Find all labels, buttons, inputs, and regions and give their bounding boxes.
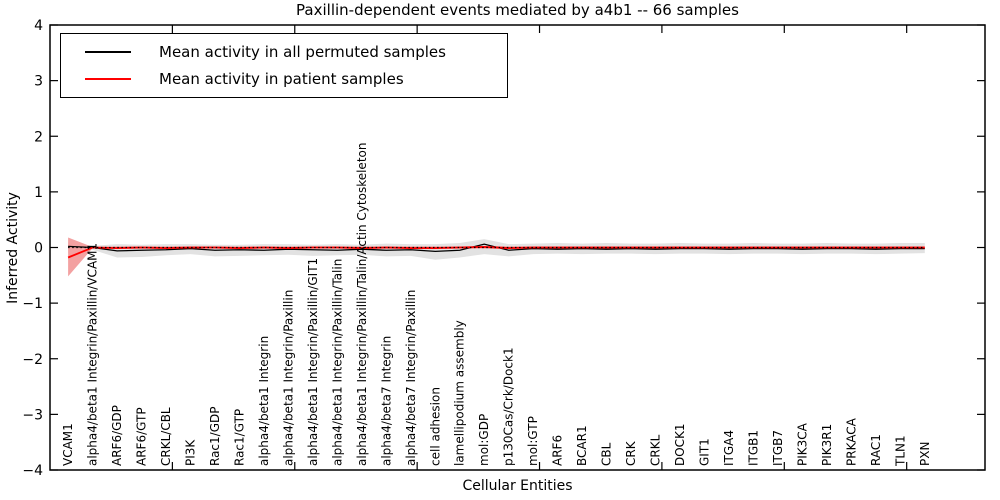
x-category-label: TLN1 <box>893 435 907 467</box>
x-category-label: ARF6/GDP <box>110 405 124 466</box>
y-tick-label: 4 <box>34 18 43 34</box>
legend-line-sample-red <box>85 78 131 80</box>
legend-label-patient: Mean activity in patient samples <box>159 70 404 88</box>
legend-item-patient: Mean activity in patient samples <box>61 70 507 88</box>
confidence-band-0 <box>68 239 925 260</box>
x-category-label: DOCK1 <box>673 423 687 466</box>
x-category-label: alpha4/beta1 Integrin/Paxillin/Talin <box>330 259 344 466</box>
x-category-label: CRK <box>624 440 638 466</box>
x-category-label: RAC1 <box>869 434 883 466</box>
x-category-label: ITGB7 <box>771 430 785 466</box>
x-category-label: ITGA4 <box>722 430 736 466</box>
x-category-label: alpha4/beta1 Integrin/Paxillin <box>281 290 295 466</box>
legend: Mean activity in all permuted samples Me… <box>60 33 508 98</box>
x-category-label: mol:GDP <box>477 414 491 466</box>
x-category-label: ARF6/GTP <box>135 407 149 466</box>
x-category-label: PXN <box>918 442 932 466</box>
x-category-label: ITGB1 <box>746 430 760 466</box>
x-category-label: CBL <box>600 442 614 466</box>
x-category-label: alpha4/beta7 Integrin <box>379 336 393 466</box>
y-tick-label: −1 <box>22 296 43 312</box>
y-tick-label: 1 <box>34 185 43 201</box>
y-tick-label: −4 <box>22 463 43 479</box>
x-category-label: alpha4/beta1 Integrin/Paxillin/GIT1 <box>306 258 320 466</box>
x-axis-title: Cellular Entities <box>462 478 573 494</box>
x-category-label: ARF6 <box>551 435 565 466</box>
x-category-label: CRKL/CBL <box>159 407 173 466</box>
x-category-label: PI3K <box>183 439 197 466</box>
x-category-label: PIK3R1 <box>820 424 834 466</box>
x-category-label: Rac1/GDP <box>208 407 222 466</box>
x-category-label: CRKL <box>649 434 663 466</box>
x-category-label: PIK3CA <box>795 422 809 466</box>
legend-line-sample-black <box>85 51 131 53</box>
chart-title: Paxillin-dependent events mediated by a4… <box>296 1 739 19</box>
x-category-label: cell adhesion <box>428 387 442 466</box>
x-category-label: alpha4/beta1 Integrin/Paxillin/VCAM1 <box>86 243 100 466</box>
y-tick-label: 3 <box>34 74 43 90</box>
legend-label-permuted: Mean activity in all permuted samples <box>159 43 446 61</box>
y-tick-label: −2 <box>22 352 43 368</box>
x-category-label: p130Cas/Crk/Dock1 <box>502 347 516 466</box>
x-category-label: alpha4/beta1 Integrin <box>257 336 271 466</box>
x-category-label: PRKACA <box>844 417 858 466</box>
x-category-label: Rac1/GTP <box>232 409 246 466</box>
y-tick-label: 0 <box>34 241 43 257</box>
x-category-label: GIT1 <box>698 438 712 466</box>
y-axis-title: Inferred Activity <box>5 192 21 304</box>
x-category-label: lamellipodium assembly <box>453 320 467 466</box>
legend-item-permuted: Mean activity in all permuted samples <box>61 43 507 61</box>
y-tick-label: −3 <box>22 407 43 423</box>
y-tick-label: 2 <box>34 129 43 145</box>
x-category-label: mol:GTP <box>526 416 540 466</box>
x-category-label: alpha4/beta7 Integrin/Paxillin <box>404 290 418 466</box>
x-category-label: BCAR1 <box>575 425 589 466</box>
x-category-label: VCAM1 <box>61 423 75 466</box>
x-category-label: alpha4/beta1 Integrin/Paxillin/Talin/Act… <box>355 143 369 466</box>
